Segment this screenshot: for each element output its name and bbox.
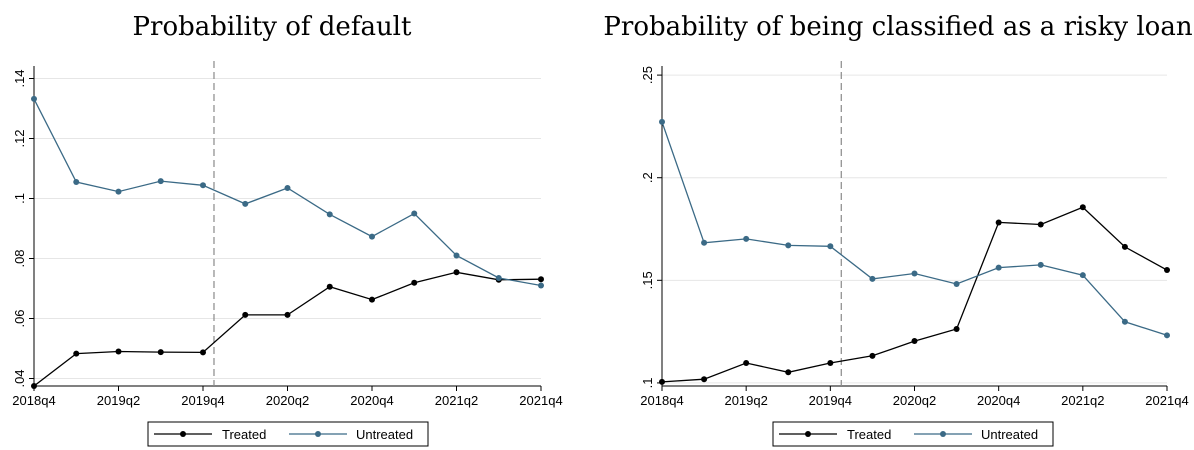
y-tick-label: .14 (12, 69, 27, 87)
data-point-untreated (411, 210, 418, 217)
x-tick-label: 2020q2 (893, 393, 936, 408)
data-point-untreated (1164, 332, 1170, 339)
x-tick-label: 2021q4 (519, 393, 562, 408)
data-point-treated (1121, 243, 1128, 250)
data-point-untreated (326, 211, 333, 218)
series-line-untreated (33, 98, 542, 287)
data-point-treated (1164, 267, 1170, 274)
data-point-untreated (538, 282, 544, 289)
y-tick-label: .1 (640, 377, 655, 388)
x-tick-label: 2020q4 (977, 393, 1020, 408)
data-point-untreated (453, 252, 460, 259)
y-tick-label: .1 (12, 193, 27, 204)
data-point-treated (411, 279, 418, 286)
data-point-treated (369, 296, 375, 303)
data-point-untreated (743, 235, 750, 242)
x-tick-label: 2018q4 (640, 393, 683, 408)
y-tick-label: .06 (12, 309, 27, 327)
x-tick-label: 2021q2 (435, 393, 478, 408)
data-point-treated (326, 283, 333, 290)
data-point-treated (200, 349, 206, 356)
data-point-treated (953, 325, 960, 332)
data-point-treated (743, 360, 750, 367)
x-tick-label: 2021q2 (1061, 393, 1104, 408)
legend-marker-untreated (940, 431, 946, 437)
chart-title: Probability of default (133, 12, 412, 42)
data-point-treated (1079, 204, 1086, 211)
data-point-treated (995, 219, 1002, 226)
data-point-untreated (157, 178, 164, 185)
y-tick-label: .2 (640, 172, 655, 183)
y-tick-label: .04 (12, 369, 27, 387)
data-point-untreated (31, 95, 37, 102)
data-point-untreated (495, 275, 502, 281)
data-point-untreated (115, 188, 122, 195)
legend-label-treated: Treated (222, 427, 266, 442)
data-point-treated (31, 383, 37, 389)
chart-title: Probability of being classified as a ris… (603, 12, 1192, 42)
series-line-treated (661, 206, 1168, 383)
legend-label-untreated: Untreated (356, 427, 413, 442)
legend-marker-untreated (315, 431, 321, 437)
series-line-treated (33, 271, 542, 387)
chart-2: Probability of being classified as a ris… (603, 12, 1193, 447)
x-tick-label: 2021q4 (1145, 393, 1188, 408)
x-tick-label: 2019q4 (181, 393, 224, 408)
data-point-treated (538, 276, 544, 283)
data-point-untreated (200, 182, 206, 189)
data-point-untreated (284, 185, 291, 191)
data-point-untreated (869, 275, 876, 282)
data-point-untreated (827, 243, 834, 250)
data-point-treated (157, 349, 164, 356)
data-point-untreated (953, 281, 960, 288)
data-point-untreated (73, 179, 80, 185)
data-point-untreated (1037, 261, 1044, 268)
x-tick-label: 2020q4 (350, 393, 393, 408)
data-point-untreated (911, 270, 918, 277)
legend: Treated Untreated (772, 421, 1054, 447)
data-point-treated (284, 311, 291, 318)
data-point-untreated (785, 242, 792, 249)
data-point-untreated (369, 233, 375, 240)
x-tick-label: 2019q4 (809, 393, 852, 408)
legend-marker-treated (805, 431, 811, 437)
legend-label-treated: Treated (847, 427, 891, 442)
data-point-treated (242, 311, 249, 318)
legend-label-untreated: Untreated (981, 427, 1038, 442)
y-tick-label: .12 (12, 129, 27, 147)
legend-marker-treated (180, 431, 186, 437)
series-line-untreated (661, 121, 1168, 336)
chart-1: Probability of default .04 .06 .08 .1 .12 .14 2… (12, 12, 563, 447)
data-point-untreated (1121, 318, 1128, 325)
y-tick-label: .15 (640, 271, 655, 289)
data-point-treated (827, 360, 834, 367)
data-point-untreated (659, 118, 665, 125)
data-point-treated (869, 352, 876, 359)
data-point-treated (911, 338, 918, 345)
data-point-treated (701, 376, 708, 383)
data-point-untreated (995, 264, 1002, 271)
data-point-treated (785, 369, 792, 376)
legend: Treated Untreated (147, 421, 429, 447)
x-tick-label: 2018q4 (12, 393, 55, 408)
y-tick-label: .25 (640, 66, 655, 84)
data-point-treated (659, 378, 665, 385)
x-tick-label: 2019q2 (97, 393, 140, 408)
x-tick-label: 2020q2 (266, 393, 309, 408)
data-point-treated (1037, 221, 1044, 228)
data-point-treated (453, 269, 460, 276)
data-point-untreated (1079, 272, 1086, 279)
data-point-treated (73, 350, 80, 357)
data-point-treated (115, 348, 122, 355)
data-point-untreated (701, 239, 708, 246)
y-tick-label: .08 (12, 249, 27, 267)
x-tick-label: 2019q2 (724, 393, 767, 408)
data-point-untreated (242, 200, 249, 207)
